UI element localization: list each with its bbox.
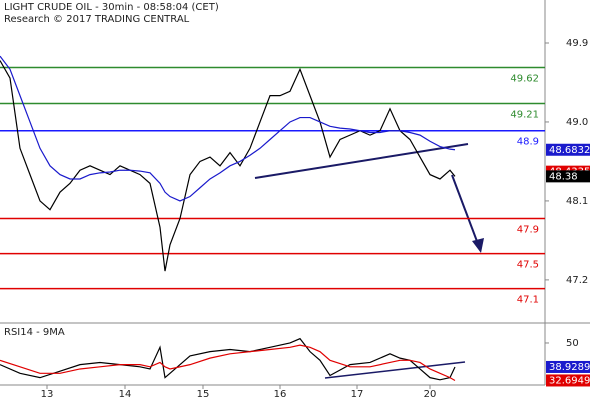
last-value-label: 32.6949 — [549, 375, 590, 386]
y-tick-label: 50 — [566, 338, 579, 349]
level-label: 47.5 — [517, 260, 539, 271]
last-value-label: 48.38 — [549, 171, 578, 182]
series-line — [0, 60, 456, 272]
level-label: 47.9 — [517, 224, 539, 235]
x-tick-label: 16 — [274, 389, 287, 400]
level-label: 47.1 — [517, 295, 539, 306]
last-value-label: 48.6832 — [549, 145, 590, 156]
series-line — [0, 55, 456, 202]
x-tick-label: 14 — [119, 389, 132, 400]
chart-title: LIGHT CRUDE OIL - 30min - 08:58:04 (CET) — [4, 2, 219, 13]
trendline — [254, 143, 469, 179]
rsi-title: RSI14 - 9MA — [4, 327, 65, 338]
x-tick-label: 20 — [424, 389, 437, 400]
last-value-box — [546, 143, 590, 156]
level-label: 48.9 — [517, 137, 539, 148]
arrow-shaft — [451, 174, 479, 245]
arrow-head — [472, 238, 484, 253]
rsi-trendline — [324, 361, 466, 379]
x-tick-label: 15 — [197, 389, 210, 400]
last-value-box — [546, 374, 590, 387]
y-tick-label: 49.9 — [566, 38, 588, 49]
level-label: 49.21 — [510, 110, 539, 121]
y-tick-label: 47.2 — [566, 275, 588, 286]
level-label: 49.62 — [510, 74, 539, 85]
last-value-label: 38.9289 — [549, 362, 590, 373]
chart-subtitle: Research © 2017 TRADING CENTRAL — [4, 14, 190, 25]
series-line — [0, 344, 456, 381]
x-tick-label: 17 — [351, 389, 364, 400]
last-value-box — [546, 360, 590, 373]
y-tick-label: 48.1 — [566, 196, 588, 207]
x-tick-label: 13 — [41, 389, 54, 400]
last-value-box — [546, 170, 590, 183]
y-tick-label: 49.0 — [566, 117, 588, 128]
